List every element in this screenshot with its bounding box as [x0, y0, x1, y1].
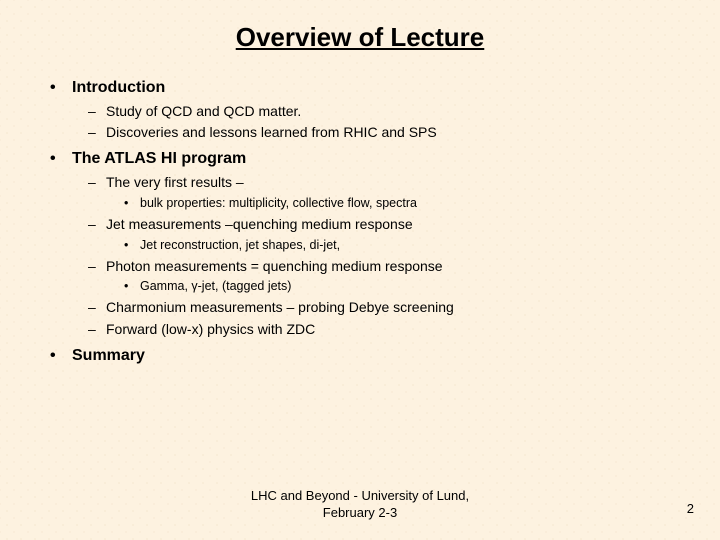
footer-line1: LHC and Beyond - University of Lund, — [251, 488, 469, 503]
bullet-introduction: Introduction — [46, 77, 690, 99]
slide-body: Introduction Study of QCD and QCD matter… — [0, 77, 720, 367]
subbullet-jet-measurements: Jet measurements –quenching medium respo… — [46, 215, 690, 234]
slide-title: Overview of Lecture — [0, 0, 720, 71]
bullet-atlas-hi: The ATLAS HI program — [46, 148, 690, 170]
subsubbullet-bulk-properties: bulk properties: multiplicity, collectiv… — [46, 195, 690, 212]
slide-footer: LHC and Beyond - University of Lund, Feb… — [0, 488, 720, 522]
subbullet-first-results: The very first results – — [46, 173, 690, 192]
page-number: 2 — [687, 501, 694, 516]
subbullet-qcd-study: Study of QCD and QCD matter. — [46, 102, 690, 121]
subbullet-rhic-sps: Discoveries and lessons learned from RHI… — [46, 123, 690, 142]
subbullet-charmonium: Charmonium measurements – probing Debye … — [46, 298, 690, 317]
bullet-summary: Summary — [46, 345, 690, 367]
subbullet-forward-zdc: Forward (low-x) physics with ZDC — [46, 320, 690, 339]
footer-line2: February 2-3 — [323, 505, 397, 520]
subbullet-photon-measurements: Photon measurements = quenching medium r… — [46, 257, 690, 276]
subsubbullet-gamma-jet: Gamma, γ-jet, (tagged jets) — [46, 278, 690, 295]
subsubbullet-jet-reconstruction: Jet reconstruction, jet shapes, di-jet, — [46, 237, 690, 254]
